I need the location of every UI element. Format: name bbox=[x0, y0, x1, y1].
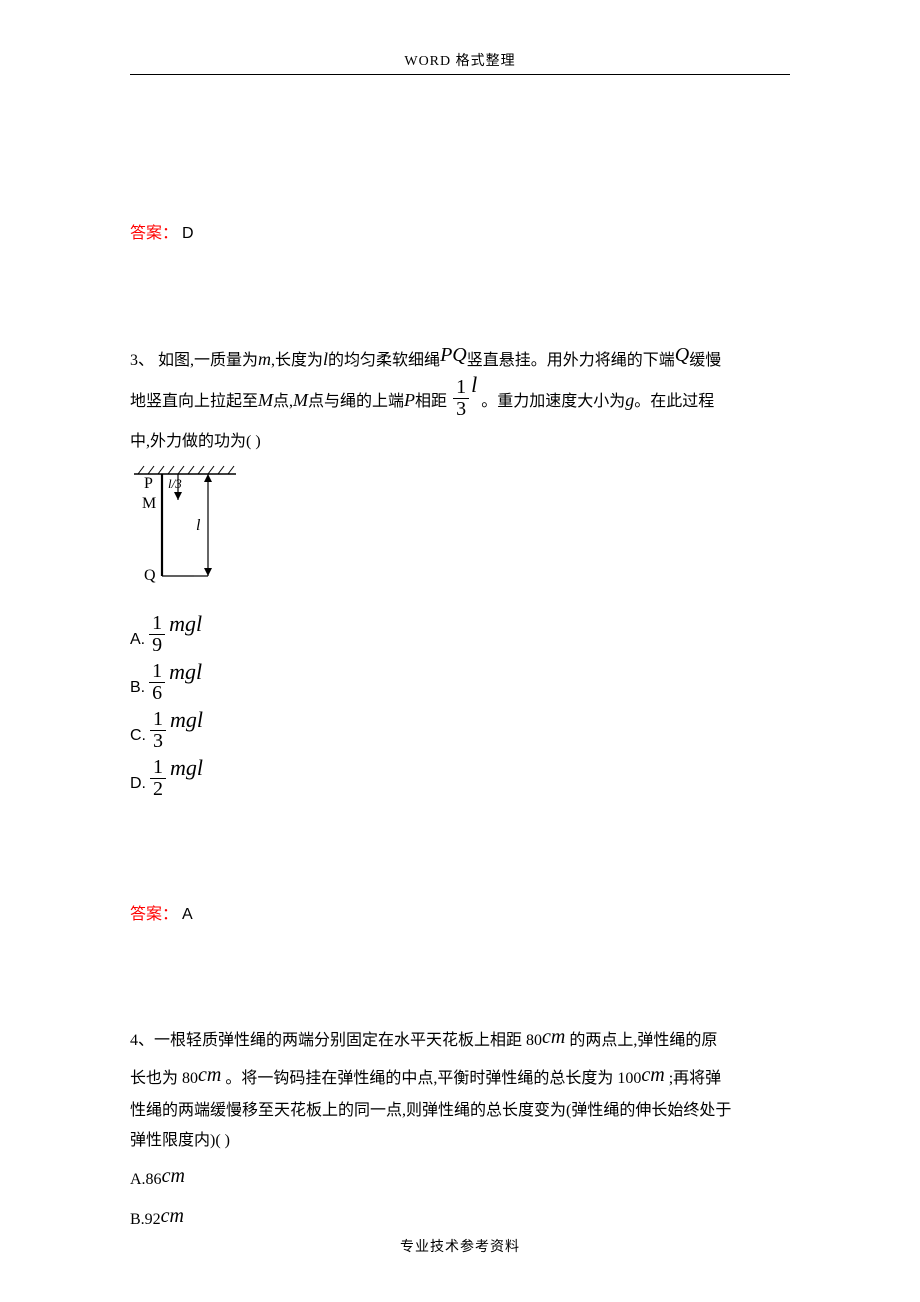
q3-frac-num: 1 bbox=[453, 377, 469, 398]
q3-frac-1over3: 1 3 l bbox=[451, 373, 477, 420]
q4-line3: 性绳的两端缓慢移至天花板上的同一点,则弹性绳的总长度变为(弹性绳的伸长始终处于 bbox=[130, 1096, 790, 1126]
optD-letter: D. bbox=[130, 768, 146, 800]
q3-rope: 的均匀柔软细绳 bbox=[328, 352, 440, 369]
q3-withP: 点与绳的上端 bbox=[308, 393, 404, 410]
answer2-letter: D bbox=[182, 225, 194, 242]
q3-frac-den: 3 bbox=[453, 399, 469, 420]
q3-l2a: 地竖直向上拉起至 bbox=[130, 393, 258, 410]
q4-option-A: A.86cm bbox=[130, 1159, 790, 1197]
q3-var-l2: l bbox=[471, 372, 477, 397]
optA-frac: 1 9 bbox=[149, 613, 165, 656]
q3-var-m: m bbox=[258, 349, 271, 369]
diagram-label-l3: l/3 bbox=[168, 476, 182, 491]
q3-option-B: B. 1 6 mgl bbox=[130, 660, 790, 704]
q3-option-D: D. 1 2 mgl bbox=[130, 756, 790, 800]
answer-2: 答案： D bbox=[130, 219, 790, 243]
q4-optB-cm: cm bbox=[161, 1205, 184, 1227]
q4-l2c: ;再将弹 bbox=[665, 1070, 721, 1087]
answer3-letter: A bbox=[182, 906, 193, 923]
q3-diagram: P M Q l/3 l bbox=[130, 464, 790, 606]
optD-frac: 1 2 bbox=[150, 757, 166, 800]
q3-end: 。在此过程 bbox=[634, 393, 714, 410]
q3-gacc: 。重力加速度大小为 bbox=[481, 393, 625, 410]
q4-line2: 长也为 80cm 。将一钩码挂在弹性绳的中点,平衡时弹性绳的总长度为 100cm… bbox=[130, 1058, 790, 1096]
optD-den: 2 bbox=[150, 779, 166, 800]
q3-line2: 地竖直向上拉起至M点,M点与绳的上端P相距 1 3 l 。重力加速度大小为g。在… bbox=[130, 379, 790, 426]
q3-pt: 点, bbox=[273, 393, 293, 410]
q3-var-P: P bbox=[404, 390, 415, 410]
q4-optA-pre: A.86 bbox=[130, 1171, 162, 1188]
header-rule bbox=[130, 74, 790, 75]
q3-var-g: g bbox=[625, 390, 634, 410]
diagram-label-M: M bbox=[142, 495, 156, 512]
q4-l1b: 的两点上,弹性绳的原 bbox=[565, 1032, 717, 1049]
q3-line3: 中,外力做的功为( ) bbox=[130, 426, 790, 458]
diagram-label-Q: Q bbox=[144, 567, 156, 584]
header-text: WORD 格式整理 bbox=[130, 50, 790, 70]
q3-var-M2: M bbox=[293, 390, 308, 410]
footer-text: 专业技术参考资料 bbox=[0, 1236, 920, 1256]
optA-den: 9 bbox=[149, 635, 165, 656]
optB-frac: 1 6 bbox=[149, 661, 165, 704]
optA-num: 1 bbox=[149, 613, 165, 634]
q4-line4: 弹性限度内)( ) bbox=[130, 1126, 790, 1156]
answer2-label: 答案： bbox=[130, 225, 178, 242]
q3-var-PQ: PQ bbox=[440, 344, 467, 366]
q3-slow: 缓慢 bbox=[689, 352, 721, 369]
optB-letter: B. bbox=[130, 672, 145, 704]
optD-num: 1 bbox=[150, 757, 166, 778]
q4-optA-cm: cm bbox=[162, 1165, 185, 1187]
optC-frac: 1 3 bbox=[150, 709, 166, 752]
diagram-label-P: P bbox=[144, 475, 153, 492]
question-4: 4、一根轻质弹性绳的两端分别固定在水平天花板上相距 80cm 的两点上,弹性绳的… bbox=[130, 1020, 790, 1237]
optA-letter: A. bbox=[130, 624, 145, 656]
q4-l2a: 长也为 80 bbox=[130, 1070, 198, 1087]
q3-option-C: C. 1 3 mgl bbox=[130, 708, 790, 752]
q4-optB-pre: B.92 bbox=[130, 1211, 161, 1228]
optC-num: 1 bbox=[150, 709, 166, 730]
optB-den: 6 bbox=[149, 683, 165, 704]
q3-hang: 竖直悬挂。用外力将绳的下端 bbox=[467, 352, 675, 369]
q4-option-B: B.92cm bbox=[130, 1199, 790, 1237]
q4-cm2: cm bbox=[198, 1064, 221, 1086]
q3-var-M1: M bbox=[258, 390, 273, 410]
q4-cm1: cm bbox=[542, 1026, 565, 1048]
q3-var-Q: Q bbox=[675, 344, 689, 366]
answer3-label: 答案： bbox=[130, 906, 178, 923]
optB-mgl: mgl bbox=[169, 650, 202, 694]
optC-letter: C. bbox=[130, 720, 146, 752]
optD-mgl: mgl bbox=[170, 746, 203, 790]
q3-prefix: 3、 如图,一质量为 bbox=[130, 352, 258, 369]
diagram-label-l: l bbox=[196, 517, 201, 534]
q4-l2b: 。将一钩码挂在弹性绳的中点,平衡时弹性绳的总长度为 100 bbox=[221, 1070, 641, 1087]
q3-lenA: ,长度为 bbox=[271, 352, 323, 369]
optC-mgl: mgl bbox=[170, 698, 203, 742]
q4-l1a: 4、一根轻质弹性绳的两端分别固定在水平天花板上相距 80 bbox=[130, 1032, 542, 1049]
q3-dist: 相距 bbox=[415, 393, 447, 410]
question-3: 3、 如图,一质量为m,长度为l的均匀柔软细绳PQ竖直悬挂。用外力将绳的下端Q缓… bbox=[130, 339, 790, 800]
optC-den: 3 bbox=[150, 731, 166, 752]
q4-cm3: cm bbox=[641, 1064, 664, 1086]
q4-line1: 4、一根轻质弹性绳的两端分别固定在水平天花板上相距 80cm 的两点上,弹性绳的… bbox=[130, 1020, 790, 1058]
answer-3: 答案： A bbox=[130, 900, 790, 924]
optB-num: 1 bbox=[149, 661, 165, 682]
optA-mgl: mgl bbox=[169, 602, 202, 646]
q3-option-A: A. 1 9 mgl bbox=[130, 612, 790, 656]
